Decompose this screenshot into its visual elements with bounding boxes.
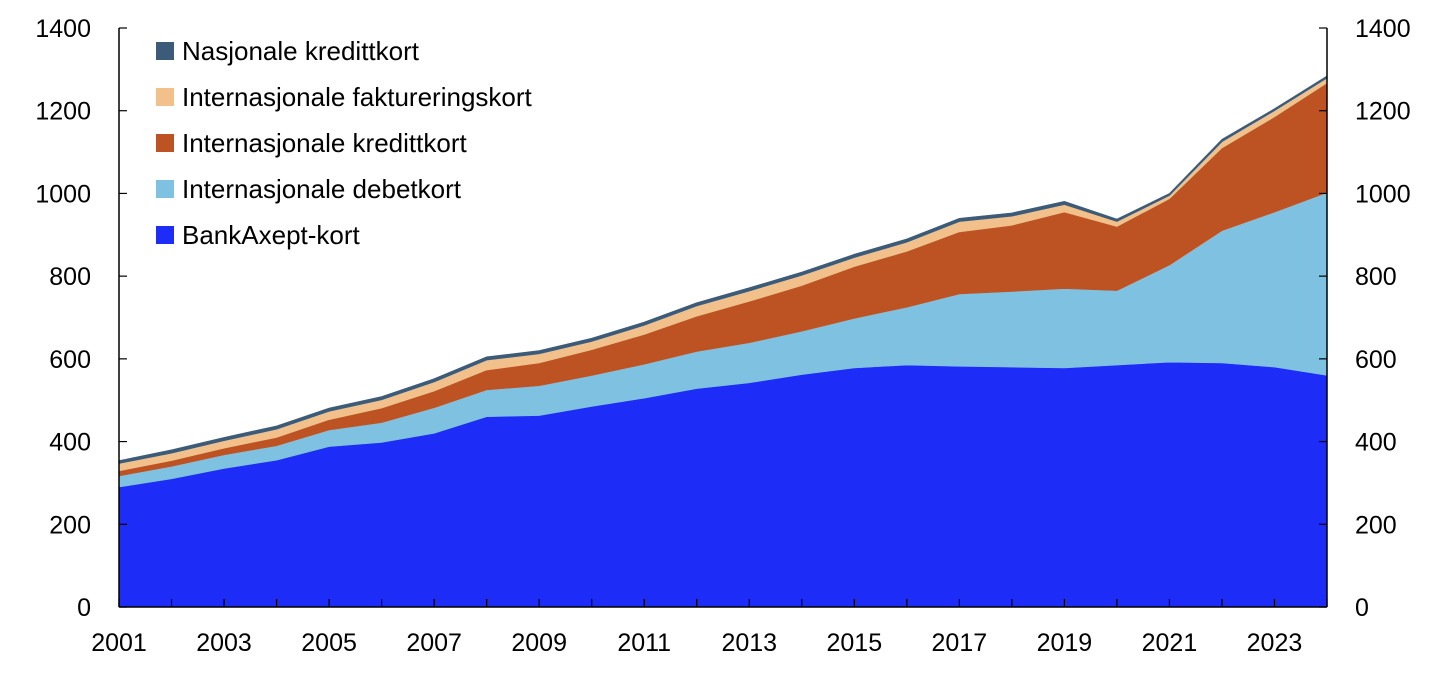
y-tick-label-left: 1400: [35, 15, 91, 43]
area-series-bankaxept-kort: [118, 361, 1328, 608]
x-tick-label: 2003: [196, 629, 252, 657]
x-tick-label: 2023: [1247, 629, 1303, 657]
x-tick-label: 2007: [406, 629, 462, 657]
legend-swatch: [156, 134, 174, 152]
y-tick-label-left: 1000: [35, 180, 91, 208]
x-tick-label: 2021: [1142, 629, 1198, 657]
x-tick-label: 2013: [721, 629, 777, 657]
y-tick-label-right: 1200: [1355, 98, 1411, 126]
y-tick-label-right: 1000: [1355, 180, 1411, 208]
x-tick-label: 2011: [617, 629, 671, 657]
legend-label: Nasjonale kredittkort: [182, 36, 420, 66]
y-tick-label-right: 800: [1355, 263, 1397, 291]
y-tick-label-left: 1200: [35, 98, 91, 126]
y-tick-label-left: 200: [49, 511, 91, 539]
axes-layer: 0 0 200 200 400 400 600 600 800 800 1000 1000 1200 12…: [35, 15, 1410, 657]
y-tick-label-left: 800: [49, 263, 91, 291]
y-tick-label-left: 400: [49, 429, 91, 457]
legend-swatch: [156, 88, 174, 106]
y-tick-label-right: 0: [1355, 594, 1369, 622]
y-tick-label-right: 1400: [1355, 15, 1411, 43]
x-tick-label: 2019: [1037, 629, 1093, 657]
legend-label: Internasjonale debetkort: [182, 174, 462, 204]
x-tick-label: 2009: [511, 629, 567, 657]
y-tick-label-right: 600: [1355, 346, 1397, 374]
y-tick-label-right: 200: [1355, 511, 1397, 539]
legend-label: Internasjonale kredittkort: [182, 128, 467, 158]
legend-swatch: [156, 42, 174, 60]
x-tick-label: 2005: [301, 629, 357, 657]
y-tick-label-left: 600: [49, 346, 91, 374]
legend: Nasjonale kredittkort Internasjonale fakt…: [156, 36, 533, 250]
legend-label: Internasjonale faktureringskort: [182, 82, 533, 112]
y-tick-label-right: 400: [1355, 429, 1397, 457]
x-tick-label: 2015: [826, 629, 882, 657]
y-tick-label-left: 0: [77, 594, 91, 622]
legend-label: BankAxept-kort: [182, 220, 361, 250]
legend-swatch: [156, 180, 174, 198]
x-tick-label: 2001: [91, 629, 147, 657]
legend-swatch: [156, 226, 174, 244]
x-tick-label: 2017: [932, 629, 988, 657]
